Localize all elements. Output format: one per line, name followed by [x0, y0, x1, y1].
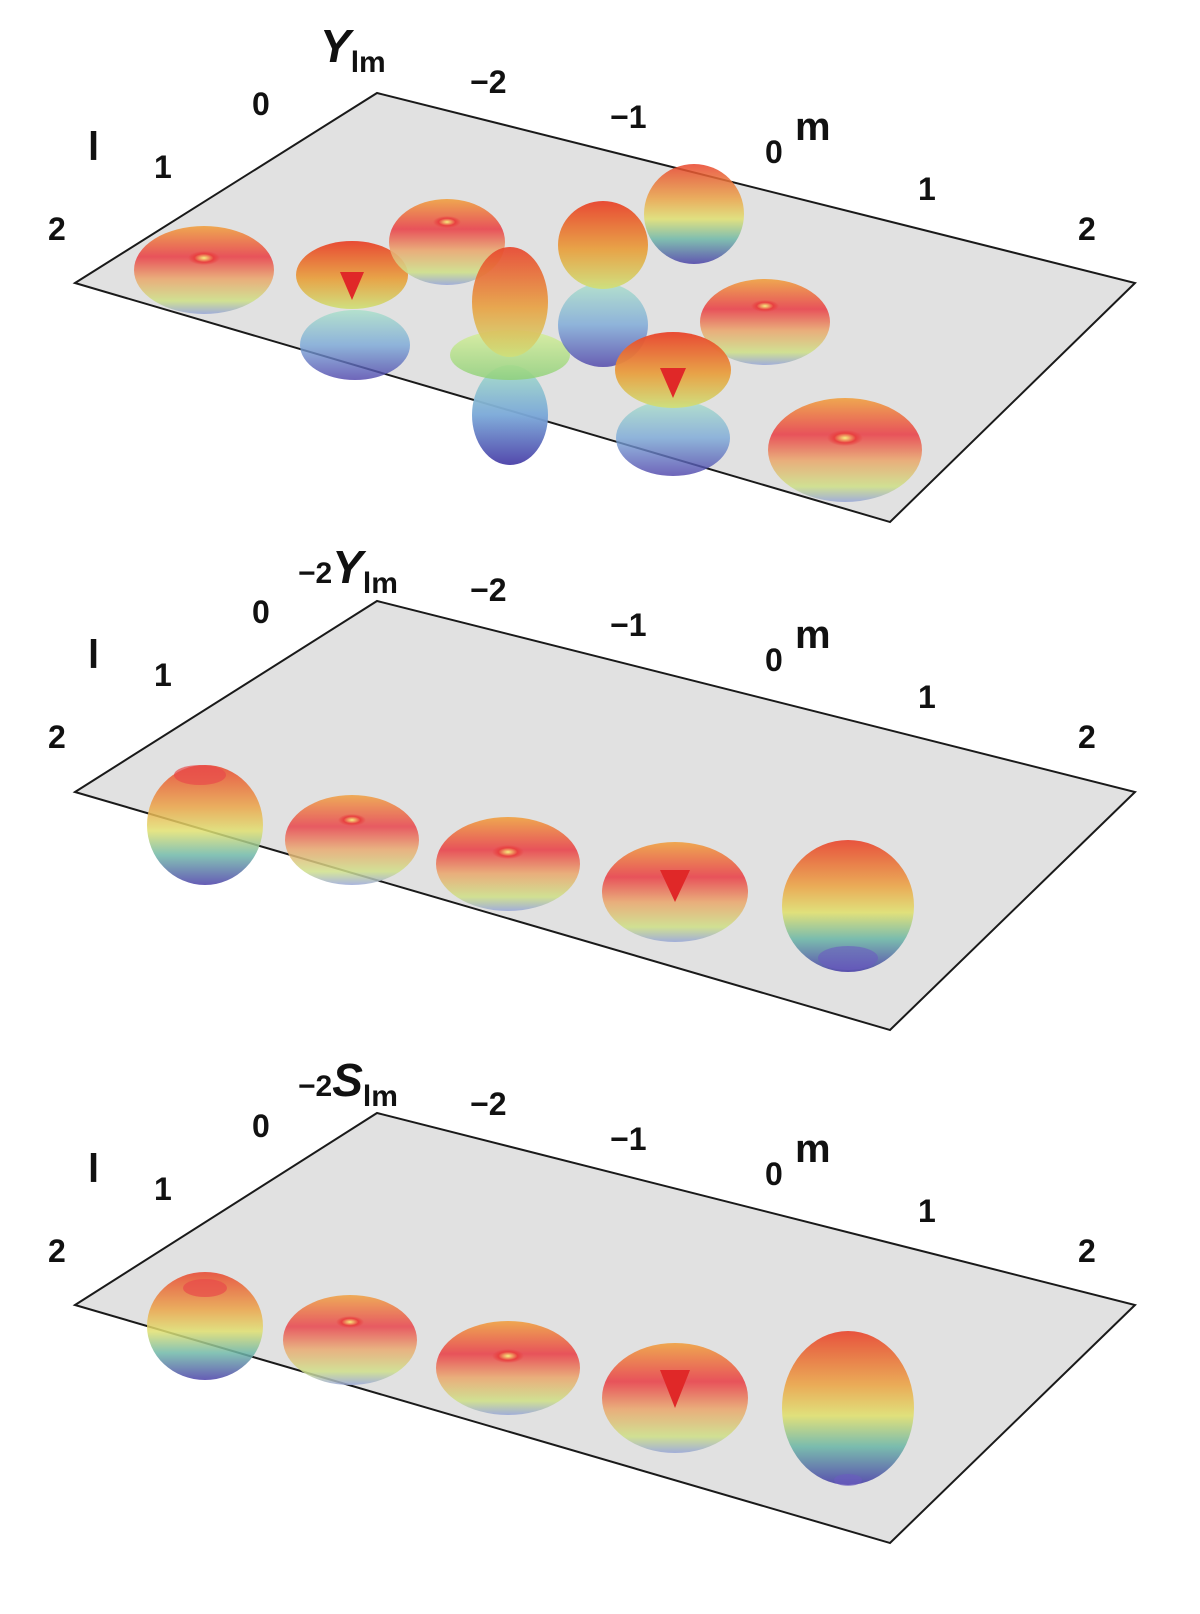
- surface-l2-m1: [615, 332, 731, 476]
- panel-1-m-tick-neg1: −1: [610, 99, 646, 135]
- surface-2-m0: [436, 817, 580, 911]
- panel-3-m-tick-1: 1: [918, 1193, 936, 1229]
- surface-l1-m1: [700, 279, 830, 365]
- surface-3-m2: [782, 1331, 914, 1486]
- surface-2-m-1: [285, 795, 419, 885]
- panel-2-m-tick-neg2: −2: [470, 572, 506, 608]
- panel-1-axis-m: m: [795, 105, 831, 149]
- panel-2-axis-l: l: [88, 633, 99, 677]
- panel-2-m-tick-1: 1: [918, 679, 936, 715]
- panel-3-m-tick-0: 0: [765, 1156, 783, 1192]
- panel-1-axis-l: l: [88, 125, 99, 169]
- surface-2-m-2: [147, 765, 263, 885]
- surface-2-m1: [602, 842, 748, 942]
- panel-2-l-tick-1: 1: [154, 657, 172, 693]
- panel-2-title: −2Ylm: [298, 541, 398, 600]
- surface-3-m1: [602, 1343, 748, 1453]
- panel-3: −2Slm l m 0 1 2 −2 −1 0 1 2: [48, 1054, 1137, 1545]
- panel-1-l-tick-1: 1: [154, 149, 172, 185]
- panel-2-axis-m: m: [795, 613, 831, 657]
- panel-2: −2Ylm l m 0 1 2 −2 −1 0 1 2: [48, 541, 1137, 1032]
- panel-3-l-tick-1: 1: [154, 1171, 172, 1207]
- surface-l2-m2: [768, 398, 922, 502]
- panel-2-l-tick-0: 0: [252, 594, 270, 630]
- surface-l0-m0: [644, 164, 744, 264]
- surface-2-m2: [782, 840, 914, 972]
- panel-2-m-tick-0: 0: [765, 642, 783, 678]
- panel-1: Ylm l m 0 1 2 −2 −1 0 1 2: [48, 20, 1137, 524]
- panel-1-surfaces: [134, 164, 922, 502]
- panel-3-l-tick-2: 2: [48, 1233, 66, 1269]
- panel-3-title: −2Slm: [298, 1054, 398, 1113]
- panel-2-m-tick-neg1: −1: [610, 607, 646, 643]
- panel-2-surfaces: [147, 765, 914, 972]
- panel-1-m-tick-neg2: −2: [470, 64, 506, 100]
- panel-3-m-tick-neg2: −2: [470, 1086, 506, 1122]
- surface-l2-m0: [450, 247, 570, 465]
- panel-3-axis-m: m: [795, 1127, 831, 1171]
- surface-3-m-2: [147, 1272, 263, 1380]
- panel-3-axis-l: l: [88, 1147, 99, 1191]
- surface-3-m-1: [283, 1295, 417, 1385]
- surface-l2-m-2: [134, 226, 274, 314]
- panel-2-m-tick-2: 2: [1078, 719, 1096, 755]
- panel-1-m-tick-2: 2: [1078, 211, 1096, 247]
- surface-l1-m0: [558, 201, 648, 367]
- panel-1-title: Ylm: [320, 20, 386, 79]
- panel-2-l-tick-2: 2: [48, 719, 66, 755]
- panel-1-m-tick-0: 0: [765, 134, 783, 170]
- panel-3-surfaces: [147, 1272, 914, 1486]
- panel-1-m-tick-1: 1: [918, 171, 936, 207]
- panel-3-m-tick-2: 2: [1078, 1233, 1096, 1269]
- panel-1-l-tick-0: 0: [252, 86, 270, 122]
- panel-3-l-tick-0: 0: [252, 1108, 270, 1144]
- panel-1-l-tick-2: 2: [48, 211, 66, 247]
- surface-3-m0: [436, 1321, 580, 1415]
- panel-3-m-tick-neg1: −1: [610, 1121, 646, 1157]
- surface-l1-m-1: [389, 199, 505, 285]
- surface-l2-m-1: [296, 241, 410, 380]
